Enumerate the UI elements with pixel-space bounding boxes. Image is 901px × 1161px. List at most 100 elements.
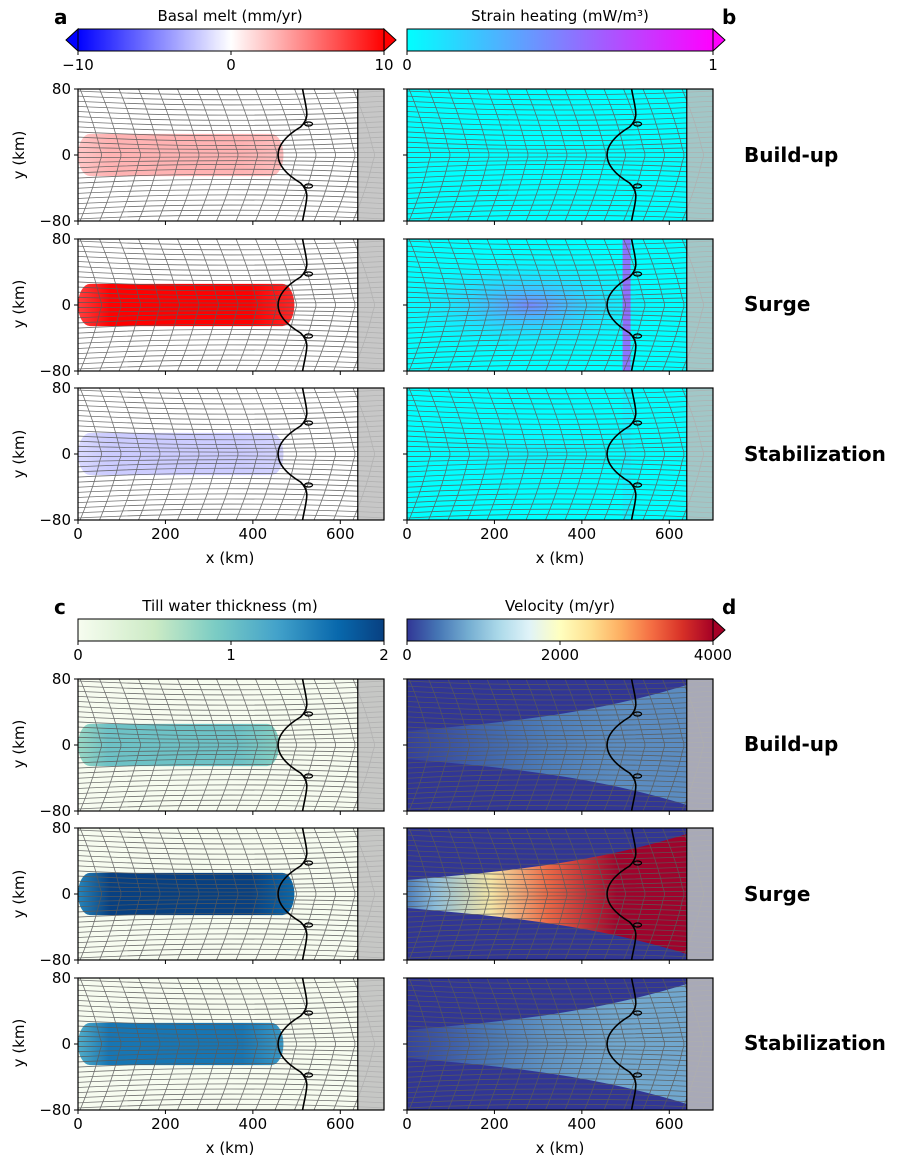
- contour-line: [407, 750, 713, 754]
- contour-line: [408, 679, 431, 811]
- contour-line: [407, 799, 713, 805]
- contour-line: [407, 266, 713, 271]
- contour-line: [407, 440, 713, 445]
- contour-line: [407, 404, 713, 410]
- contour-line: [662, 388, 685, 520]
- contour-line: [407, 250, 713, 256]
- contour-line: [407, 1005, 713, 1010]
- contour-line: [407, 794, 713, 800]
- contour-line: [506, 679, 529, 811]
- panel-letter-d: d: [722, 595, 736, 619]
- contour-line: [78, 349, 384, 355]
- colorbar-bar: [77, 28, 385, 52]
- contour-line: [78, 121, 384, 126]
- contour-line: [78, 953, 384, 959]
- contour-line: [78, 706, 384, 711]
- contour-line: [157, 828, 180, 960]
- contour-line: [662, 828, 685, 960]
- contour-line: [407, 880, 713, 885]
- contour-line: [78, 95, 384, 101]
- contour-line: [78, 111, 384, 116]
- contour-line: [333, 388, 356, 520]
- pinning-point: [632, 711, 643, 717]
- contour-line: [78, 1053, 384, 1058]
- contour-line: [78, 736, 384, 740]
- contour-line: [407, 281, 713, 287]
- x-axis-label-a: x (km): [206, 549, 255, 567]
- contour-line: [118, 828, 141, 960]
- contour-line: [255, 679, 278, 811]
- x-tick-label: 200: [480, 1115, 509, 1133]
- panel-background: [407, 89, 713, 221]
- contour-line: [642, 388, 665, 520]
- contour-line: [274, 679, 297, 811]
- contour-line: [177, 89, 200, 221]
- contour-line: [407, 736, 713, 740]
- contour-line: [78, 493, 384, 498]
- y-tick-label: −80: [39, 951, 71, 969]
- pinning-point: [632, 271, 643, 277]
- contour-line: [407, 314, 713, 319]
- contour-line: [407, 302, 713, 304]
- contour-line: [177, 239, 200, 371]
- y-tick-label: −80: [39, 362, 71, 380]
- contour-line: [78, 754, 384, 759]
- contour-line: [78, 1041, 384, 1043]
- contour-line: [78, 184, 384, 189]
- contour-line: [407, 111, 713, 116]
- y-tick-label: 0: [61, 296, 71, 314]
- pinning-point: [632, 1072, 643, 1078]
- strain-heating-field: [407, 249, 677, 361]
- panel-b-surge: [403, 238, 714, 375]
- contour-line: [78, 173, 384, 179]
- contour-line: [79, 679, 102, 811]
- grounding-line: [277, 977, 308, 1111]
- contour-line: [642, 978, 665, 1110]
- colorbar-tick-label: −10: [62, 56, 94, 74]
- colorbar-title-velocity: Velocity (m/yr): [505, 597, 615, 615]
- contour-line: [407, 255, 713, 261]
- panel-a-stabilization: 800−800 200 400 600: [39, 379, 385, 543]
- contour-line: [78, 701, 384, 706]
- contour-line: [467, 679, 490, 811]
- contour-line: [407, 152, 713, 154]
- panel-b-stabilization: 0 200 400 600: [402, 387, 714, 543]
- contour-line: [407, 472, 713, 478]
- pinning-point: [303, 333, 314, 339]
- contour-line: [407, 199, 713, 205]
- contour-line: [407, 95, 713, 101]
- contour-line: [78, 938, 384, 944]
- contour-line: [78, 1068, 384, 1073]
- contour-line: [78, 860, 384, 865]
- contour-line: [506, 828, 529, 960]
- colorbar-tick-label: 0: [402, 646, 412, 664]
- contour-line: [78, 214, 384, 220]
- contour-line: [78, 131, 384, 137]
- contour-line: [407, 1045, 713, 1047]
- contour-line: [407, 763, 713, 769]
- contour-line: [407, 1015, 713, 1020]
- contour-line: [78, 1015, 384, 1020]
- contour-line: [407, 240, 713, 246]
- contour-line: [177, 828, 200, 960]
- contour-line: [428, 978, 451, 1110]
- contour-line: [78, 156, 384, 158]
- ice-shelf-region: [686, 679, 713, 811]
- panel-letter-a: a: [54, 5, 68, 29]
- contour-line: [486, 239, 509, 371]
- x-tick-label: 600: [655, 525, 684, 543]
- contour-line: [78, 746, 384, 748]
- contour-line: [407, 286, 713, 292]
- contour-line: [78, 399, 384, 405]
- contour-line: [333, 89, 356, 221]
- contour-line: [467, 89, 490, 221]
- contour-line: [78, 291, 384, 296]
- colorbar-tick-label: 1: [708, 56, 718, 74]
- ice-shelf-region: [357, 679, 384, 811]
- contour-line: [79, 89, 102, 221]
- strain-heating-margin: [622, 388, 631, 520]
- contour-line: [78, 829, 384, 835]
- contour-line: [78, 685, 384, 691]
- pinning-point: [632, 121, 643, 127]
- contour-line: [407, 870, 713, 876]
